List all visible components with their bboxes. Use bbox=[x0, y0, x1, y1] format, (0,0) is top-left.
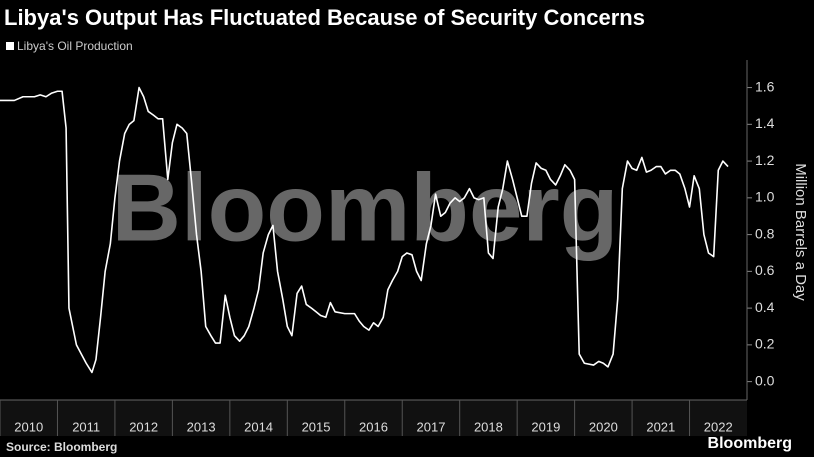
line-series bbox=[0, 86, 729, 374]
x-tick-label: 2022 bbox=[704, 419, 733, 434]
y-axis-label: Million Barrels a Day bbox=[792, 163, 809, 301]
legend-label: Libya's Oil Production bbox=[17, 39, 133, 53]
y-tick-label: 1.2 bbox=[755, 152, 775, 168]
y-tick-label: 0.6 bbox=[755, 262, 775, 278]
x-axis-strip bbox=[0, 400, 747, 436]
x-tick-label: 2021 bbox=[646, 419, 675, 434]
x-tick-label: 2020 bbox=[589, 419, 618, 434]
chart-title: Libya's Output Has Fluctuated Because of… bbox=[4, 5, 645, 30]
source: Source: Bloomberg bbox=[6, 440, 117, 454]
x-tick-label: 2012 bbox=[129, 419, 158, 434]
brand: Bloomberg bbox=[708, 435, 792, 452]
x-tick-label: 2010 bbox=[14, 419, 43, 434]
y-tick-label: 1.6 bbox=[755, 78, 775, 94]
y-tick-label: 0.8 bbox=[755, 225, 775, 241]
y-tick-label: 0.4 bbox=[755, 299, 775, 315]
legend-swatch bbox=[6, 42, 14, 50]
y-tick-label: 1.0 bbox=[755, 189, 775, 205]
y-tick-label: 0.2 bbox=[755, 336, 775, 352]
x-tick-label: 2018 bbox=[474, 419, 503, 434]
y-tick-label: 1.4 bbox=[755, 115, 775, 131]
x-tick-label: 2019 bbox=[531, 419, 560, 434]
x-tick-label: 2017 bbox=[417, 419, 446, 434]
watermark: Bloomberg bbox=[112, 154, 619, 261]
x-tick-label: 2014 bbox=[244, 419, 273, 434]
x-tick-label: 2015 bbox=[302, 419, 331, 434]
x-tick-label: 2011 bbox=[72, 419, 100, 434]
x-tick-label: 2016 bbox=[359, 419, 388, 434]
y-tick-label: 0.0 bbox=[755, 372, 775, 388]
x-tick-label: 2013 bbox=[187, 419, 216, 434]
